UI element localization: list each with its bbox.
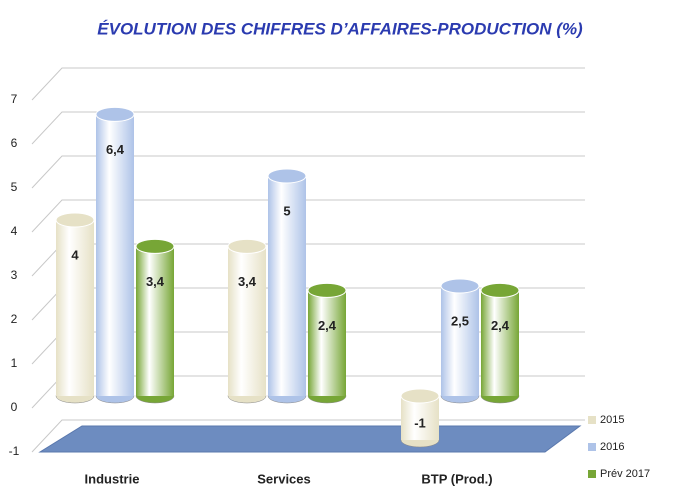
bar [228, 246, 266, 396]
value-label: 3,4 [146, 274, 165, 289]
bar [136, 246, 174, 396]
value-label: -1 [414, 415, 426, 430]
legend-swatch [588, 470, 596, 478]
grid-line [31, 111, 585, 145]
grid-line [31, 155, 585, 189]
value-label: 5 [283, 203, 290, 218]
bar-top [267, 168, 307, 184]
bar-top [307, 282, 347, 298]
bar [96, 114, 134, 397]
value-label: 2,5 [451, 313, 469, 328]
value-label: 2,4 [318, 318, 337, 333]
value-label: 6,4 [106, 142, 125, 157]
legend-label: 2016 [600, 441, 624, 453]
bar [481, 290, 519, 396]
legend-swatch [588, 443, 596, 451]
legend-label: 2015 [600, 414, 624, 426]
y-tick-label: 0 [11, 400, 18, 414]
y-tick-label: 3 [11, 268, 18, 282]
y-tick-label: 1 [11, 356, 18, 370]
bar-top [227, 238, 267, 254]
legend-label: Prév 2017 [600, 468, 650, 480]
bar-top [400, 388, 440, 404]
bar [56, 220, 94, 396]
value-label: 4 [71, 247, 79, 262]
bar [268, 176, 306, 396]
x-tick-label: Industrie [85, 471, 140, 486]
grid-line [31, 67, 585, 101]
value-label: 3,4 [238, 274, 257, 289]
y-tick-label: 5 [11, 180, 18, 194]
y-tick-label: 2 [11, 312, 18, 326]
y-tick-label: -1 [9, 444, 20, 458]
y-tick-label: 7 [11, 92, 18, 106]
bar-top [55, 212, 95, 228]
chart-title: ÉVOLUTION DES CHIFFRES D’AFFAIRES-PRODUC… [97, 19, 583, 38]
bar [441, 286, 479, 396]
bar-top [135, 238, 175, 254]
floor [38, 425, 582, 453]
bar [308, 290, 346, 396]
x-tick-label: BTP (Prod.) [421, 471, 492, 486]
bar-top [480, 282, 520, 298]
value-label: 2,4 [491, 318, 510, 333]
x-tick-label: Services [257, 471, 311, 486]
bar-top [95, 106, 135, 122]
grid-line [31, 199, 585, 233]
legend-swatch [588, 416, 596, 424]
bar-top [440, 278, 480, 294]
y-tick-label: 6 [11, 136, 18, 150]
y-tick-label: 4 [11, 224, 18, 238]
